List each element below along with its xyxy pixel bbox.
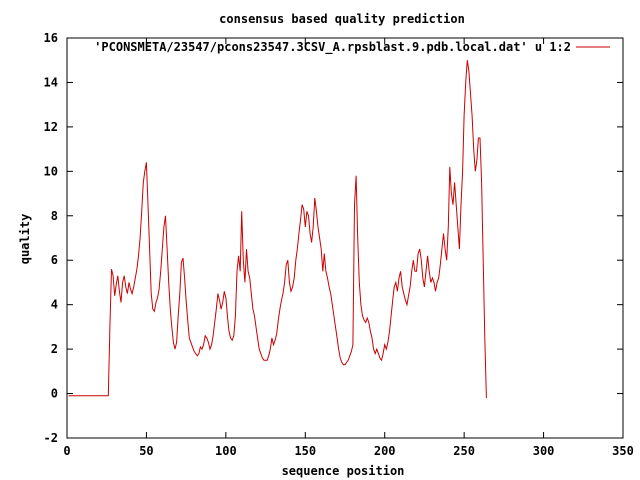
y-tick-label: -2 xyxy=(44,431,58,445)
y-tick-label: 14 xyxy=(44,75,58,89)
x-tick-label: 150 xyxy=(294,444,316,458)
y-tick-label: 4 xyxy=(51,298,58,312)
legend-label: 'PCONSMETA/23547/pcons23547.3CSV_A.rpsbl… xyxy=(94,40,571,55)
y-axis-label: quality xyxy=(18,214,32,265)
x-tick-label: 200 xyxy=(374,444,396,458)
y-tick-label: 6 xyxy=(51,253,58,267)
y-tick-label: 8 xyxy=(51,209,58,223)
chart-title: consensus based quality prediction xyxy=(219,12,465,26)
series-line xyxy=(68,60,487,399)
x-axis-label: sequence position xyxy=(282,464,405,478)
x-tick-label: 0 xyxy=(63,444,70,458)
x-tick-label: 350 xyxy=(612,444,634,458)
y-tick-label: 16 xyxy=(44,31,58,45)
x-tick-label: 300 xyxy=(533,444,555,458)
x-tick-label: 50 xyxy=(139,444,153,458)
y-tick-label: 0 xyxy=(51,387,58,401)
x-tick-label: 250 xyxy=(453,444,475,458)
y-tick-label: 12 xyxy=(44,120,58,134)
plot-frame xyxy=(66,37,624,439)
x-tick-label: 100 xyxy=(215,444,237,458)
axis-ticks: 0 50 100 150 200 250 300 350 -2 0 2 4 6 8 10 12 14 16 xyxy=(44,31,634,458)
y-tick-label: 2 xyxy=(51,342,58,356)
y-tick-label: 10 xyxy=(44,164,58,178)
